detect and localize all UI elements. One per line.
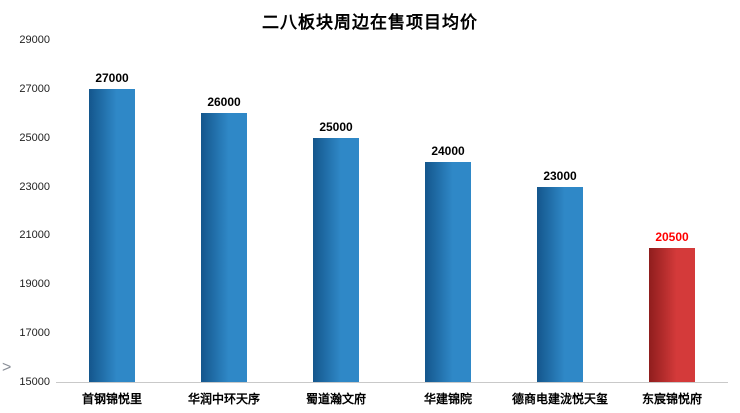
x-axis-label: 东宸锦悦府 — [641, 392, 702, 406]
y-tick-label: 21000 — [19, 229, 50, 242]
bar[interactable] — [313, 137, 359, 382]
bar[interactable] — [537, 186, 583, 382]
bars-area: 27000 26000 25000 24000 23000 20500 — [56, 40, 728, 383]
y-tick-label: 23000 — [19, 180, 50, 193]
chart-title: 二八板块周边在售项目均价 — [262, 13, 478, 32]
next-arrow-icon[interactable]: > — [2, 359, 12, 376]
bar-column: 26000 — [168, 40, 280, 382]
plot-area: 15000 17000 19000 21000 23000 25000 27000 29000… — [10, 34, 728, 388]
bar-value-label: 26000 — [207, 95, 241, 110]
bar[interactable] — [649, 247, 695, 382]
x-axis-label: 蜀道瀚文府 — [305, 392, 366, 406]
x-axis-labels: 首钢锦悦里 华润中环天序 蜀道瀚文府 华建锦院 德商电建泷悦天玺 东宸锦悦府 — [56, 390, 728, 407]
bar[interactable] — [425, 162, 471, 382]
bar-value-label: 25000 — [319, 119, 353, 134]
bar-value-label: 20500 — [655, 229, 689, 244]
bar-value-label: 23000 — [543, 168, 577, 183]
y-axis: 15000 17000 19000 21000 23000 25000 27000 29000 — [10, 34, 56, 388]
y-tick-label: 15000 — [19, 376, 50, 388]
bar-column: 27000 — [56, 40, 168, 382]
x-axis-label: 德商电建泷悦天玺 — [511, 392, 608, 406]
bar[interactable] — [201, 113, 247, 382]
y-tick-label: 17000 — [19, 327, 50, 340]
y-tick-label: 19000 — [19, 278, 50, 291]
y-tick-label: 25000 — [19, 131, 50, 144]
x-axis-label: 华建锦院 — [423, 392, 472, 406]
bar-column: 23000 — [504, 40, 616, 382]
bar-column: 25000 — [280, 40, 392, 382]
bar[interactable] — [89, 88, 135, 382]
y-tick-label: 29000 — [19, 34, 50, 46]
bar-column: 20500 — [616, 40, 728, 382]
x-axis-label: 首钢锦悦里 — [81, 392, 142, 406]
y-tick-label: 27000 — [19, 82, 50, 95]
x-axis-label: 华润中环天序 — [187, 392, 260, 406]
bar-value-label: 27000 — [95, 70, 129, 85]
bar-value-label: 24000 — [431, 144, 465, 159]
bar-column: 24000 — [392, 40, 504, 382]
